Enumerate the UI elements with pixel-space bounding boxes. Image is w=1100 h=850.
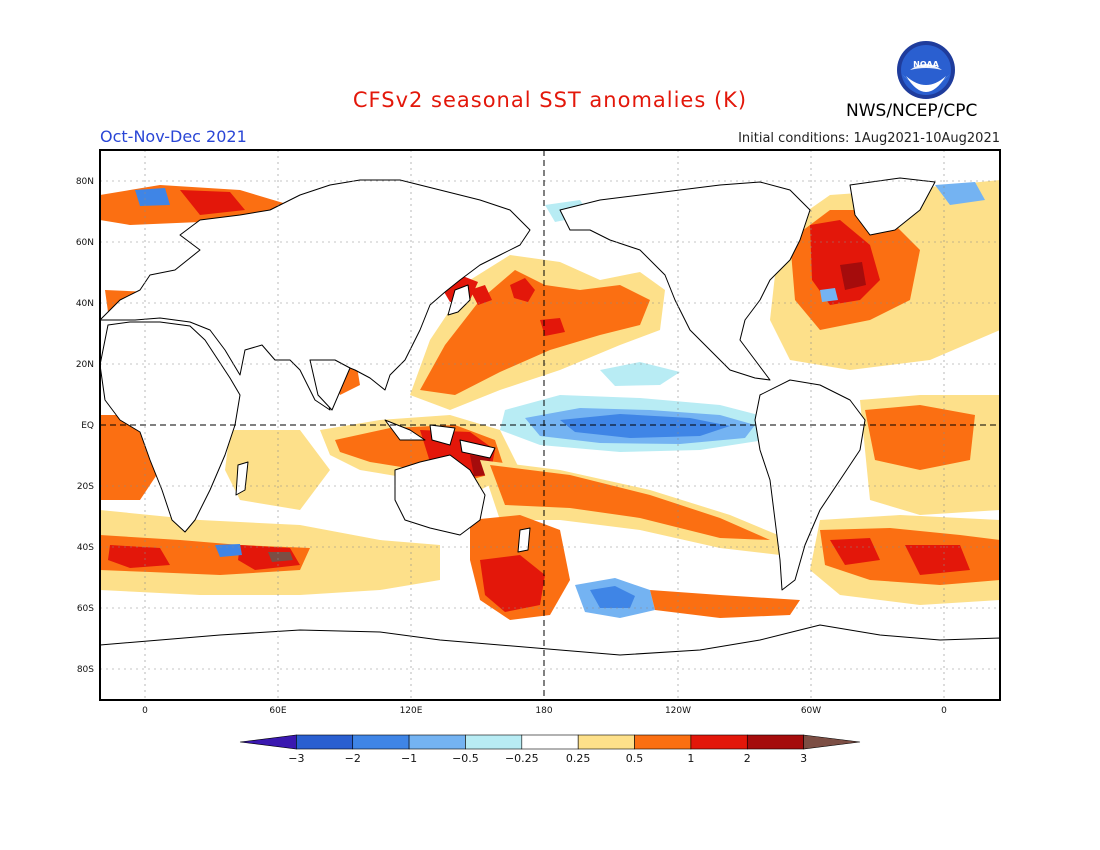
lat-label: EQ bbox=[81, 421, 94, 431]
map-frame bbox=[99, 149, 1001, 701]
colorbar-swatch bbox=[634, 734, 692, 750]
lat-label: 60S bbox=[77, 604, 94, 614]
anomaly-cool-patch-npac bbox=[600, 362, 680, 386]
lat-label: 20S bbox=[77, 482, 94, 492]
land-madagascar bbox=[235, 461, 249, 496]
colorbar-label: −2 bbox=[345, 752, 361, 765]
anomaly-arctic-cool bbox=[135, 188, 170, 206]
anomaly-north-atlantic-cool bbox=[820, 288, 838, 302]
continent-outlines bbox=[100, 177, 1000, 700]
land-north-america bbox=[559, 181, 811, 381]
lat-axis: 80N 60N 40N 20N EQ 20S 40S 60S 80S bbox=[76, 177, 94, 675]
colorbar-swatch bbox=[746, 734, 804, 750]
lon-label: 0 bbox=[941, 706, 947, 716]
lon-label: 60E bbox=[269, 706, 286, 716]
land-eurasia bbox=[100, 179, 531, 411]
land-africa bbox=[100, 321, 241, 533]
colorbar-swatch bbox=[577, 734, 635, 750]
colorbar-label: 0.25 bbox=[566, 752, 591, 765]
lat-label: 80S bbox=[77, 665, 94, 675]
organization-label: NWS/NCEP/CPC bbox=[846, 101, 978, 121]
anomaly-north-pacific-strong bbox=[470, 278, 565, 336]
lon-label: 180 bbox=[535, 706, 552, 716]
chart-title: CFSv2 seasonal SST anomalies (K) bbox=[352, 88, 748, 112]
land-india bbox=[309, 359, 351, 411]
land-japan bbox=[447, 284, 471, 316]
land-south-america bbox=[754, 379, 866, 591]
colorbar-swatch bbox=[521, 734, 579, 750]
lat-label: 40N bbox=[76, 299, 94, 309]
colorbar-swatch bbox=[296, 734, 354, 750]
initial-conditions-label: Initial conditions: 1Aug2021-10Aug2021 bbox=[738, 131, 1000, 146]
lat-label: 20N bbox=[76, 360, 94, 370]
colorbar-label: 0.5 bbox=[626, 752, 644, 765]
land-antarctica bbox=[100, 624, 1000, 700]
land-greenland bbox=[849, 177, 936, 236]
colorbar-label: 3 bbox=[800, 752, 807, 765]
anomaly-southern-belt-extreme bbox=[268, 552, 293, 562]
gridlines bbox=[100, 150, 1000, 700]
colorbar-swatch bbox=[690, 734, 748, 750]
colorbar-label: −0.25 bbox=[505, 752, 539, 765]
colorbar-label: 1 bbox=[687, 752, 694, 765]
lat-label: 60N bbox=[76, 238, 94, 248]
lat-label: 40S bbox=[77, 543, 94, 553]
anomaly-eq-pacific-cool-strong bbox=[560, 414, 730, 438]
colorbar-label: −3 bbox=[288, 752, 304, 765]
colorbar: −3 −2 −1 −0.5 −0.25 0.25 0.5 1 2 3 bbox=[239, 734, 861, 765]
colorbar-swatch bbox=[803, 734, 861, 750]
anomaly-drake-warm bbox=[650, 590, 800, 618]
anomaly-south-pacific-cool-strong bbox=[590, 586, 635, 608]
anomaly-north-atlantic-darkred bbox=[840, 262, 866, 290]
lon-label: 120W bbox=[665, 706, 691, 716]
anomaly-north-pacific-warm bbox=[420, 270, 650, 395]
lon-label: 120E bbox=[400, 706, 423, 716]
land-indonesia bbox=[384, 419, 496, 459]
noaa-logo-icon: NOAA bbox=[897, 41, 955, 99]
land-new-zealand bbox=[517, 527, 531, 553]
anomaly-indian-light bbox=[225, 430, 330, 510]
season-label: Oct-Nov-Dec 2021 bbox=[100, 127, 247, 146]
anomaly-labrador-cool bbox=[935, 182, 985, 205]
colorbar-swatch bbox=[352, 734, 410, 750]
anomaly-tasman-red bbox=[480, 555, 545, 612]
anomaly-south-pacific-warm bbox=[490, 465, 770, 540]
anomaly-trop-atlantic-warm bbox=[865, 405, 975, 470]
lat-label: 80N bbox=[76, 177, 94, 187]
colorbar-swatch bbox=[465, 734, 523, 750]
lon-label: 0 bbox=[142, 706, 148, 716]
lon-axis: 0 60E 120E 180 120W 60W 0 bbox=[142, 706, 947, 716]
colorbar-label: 2 bbox=[744, 752, 751, 765]
lon-label: 60W bbox=[801, 706, 821, 716]
colorbar-swatch bbox=[239, 734, 297, 750]
logo-text: NOAA bbox=[913, 60, 939, 69]
colorbar-label: −1 bbox=[401, 752, 417, 765]
anomaly-southern-belt-red bbox=[108, 545, 300, 570]
colorbar-label: −0.5 bbox=[452, 752, 479, 765]
colorbar-swatch bbox=[408, 734, 466, 750]
anomaly-barents-red bbox=[180, 190, 245, 215]
land-australia bbox=[394, 454, 486, 536]
